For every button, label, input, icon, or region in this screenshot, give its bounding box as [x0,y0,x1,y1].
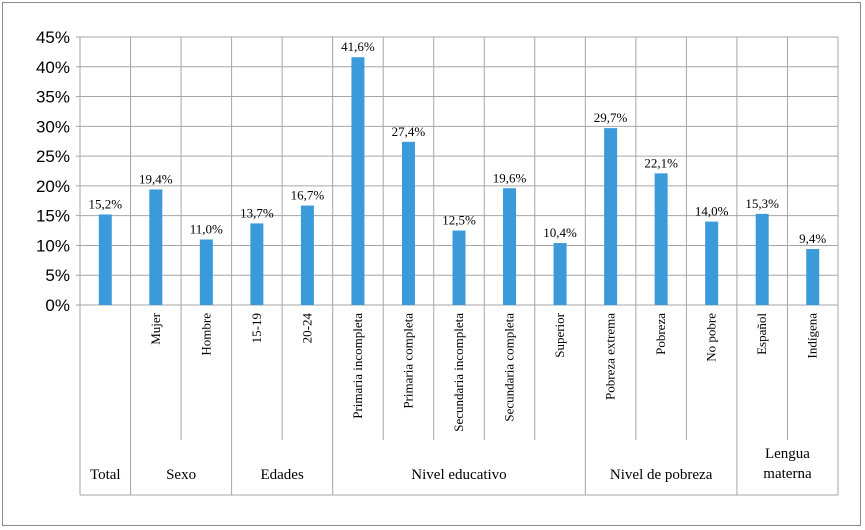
bar [401,141,415,305]
data-label: 15,2% [88,196,122,211]
bar [452,230,466,305]
data-label: 16,7% [291,188,325,203]
data-label: 19,4% [139,171,173,186]
data-labels: 15,2% 19,4% 11,0% 13,7% 16,7% 41,6% 27,4% 12,5%… [88,39,826,246]
x-category-label: Indígena [805,313,820,359]
y-tick-label: 45% [36,28,70,47]
bar [300,205,314,305]
y-tick-label: 10% [36,236,70,255]
y-tick-label: 0% [45,296,70,315]
x-category-label: Pobreza extrema [603,313,618,400]
x-category-label: Secundaria incompleta [451,313,466,432]
bar [98,214,112,305]
y-axis-ticks: 0% 5% 10% 15% 20% 25% 30% 35% 40% 45% [36,28,70,315]
data-label: 9,4% [799,231,826,246]
x-group-label: Lengua materna [763,446,812,482]
bar [806,249,820,305]
bar [654,173,668,305]
bars [98,57,820,306]
data-label: 27,4% [392,124,426,139]
y-tick-label: 40% [36,58,70,77]
data-label: 15,3% [745,196,779,211]
data-label: 19,6% [493,170,527,185]
bar [199,239,213,305]
bar [351,57,365,306]
data-label: 11,0% [190,221,223,236]
y-tick-label: 20% [36,177,70,196]
x-group-labels: Total Sexo Edades Nivel educativo Nivel de p… [90,446,812,483]
y-tick-label: 25% [36,147,70,166]
x-group-label: Sexo [166,467,196,483]
bar [250,223,264,305]
bar [503,188,517,305]
y-tick-label: 30% [36,117,70,136]
x-category-label: No pobre [704,313,719,362]
bar [553,243,567,305]
bar [149,189,163,305]
x-category-label: Pobreza [653,313,668,355]
x-category-label: 20-24 [299,313,314,344]
data-label: 22,1% [644,155,678,170]
y-tick-label: 15% [36,207,70,226]
x-category-label: Español [754,313,769,355]
data-label: 41,6% [341,39,375,54]
x-category-label: Primaria completa [400,313,415,409]
x-group-label: Nivel educativo [411,467,506,483]
x-category-label: Mujer [148,312,163,344]
x-category-labels: Mujer Hombre 15-19 20-24 Primaria incompleta… [148,312,820,431]
x-category-label: Secundaria completa [502,313,517,422]
bar [755,213,769,305]
x-group-label: Edades [260,467,303,483]
x-group-label: Nivel de pobreza [610,467,713,483]
data-label: 10,4% [543,225,577,240]
bar [705,221,719,305]
y-tick-label: 5% [45,266,70,285]
x-category-label: Superior [552,312,567,357]
y-tick-label: 35% [36,88,70,107]
data-label: 12,5% [442,213,476,228]
bar [604,128,618,305]
x-category-label: Primaria incompleta [350,313,365,419]
x-category-label: Hombre [198,313,213,356]
data-label: 29,7% [594,110,628,125]
x-category-label: 15-19 [249,313,264,343]
x-group-label: Total [90,467,121,483]
data-label: 13,7% [240,205,274,220]
data-label: 14,0% [695,204,729,219]
